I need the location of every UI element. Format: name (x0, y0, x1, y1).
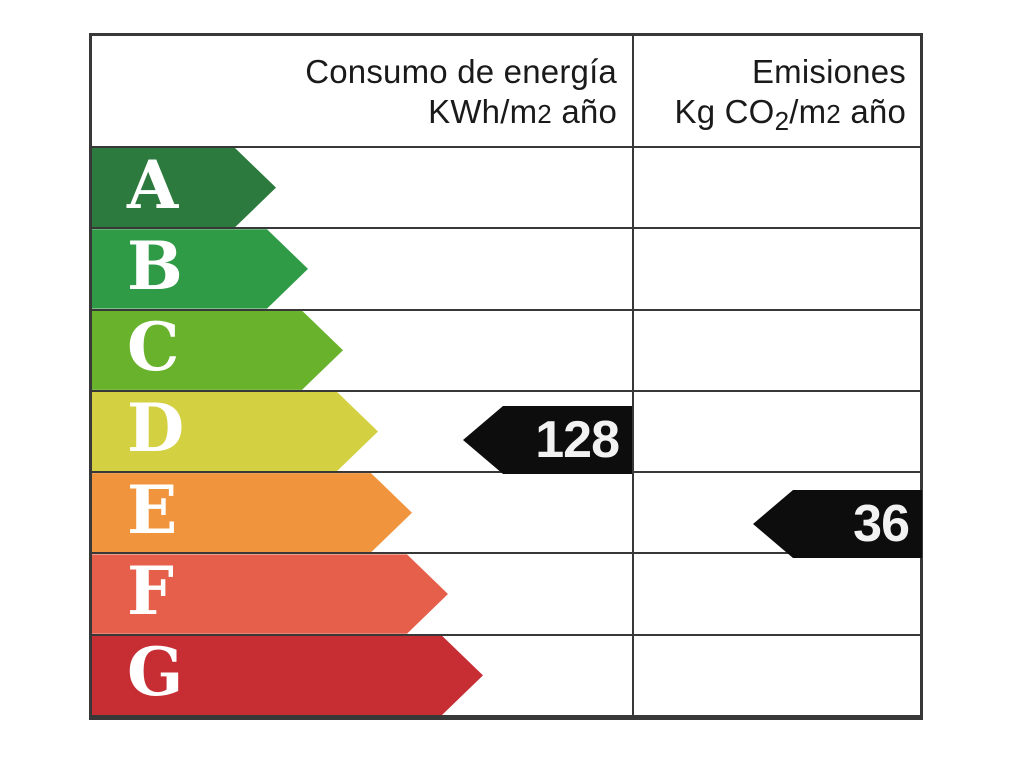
header-consumption-line2: KWh/m2 año (428, 93, 617, 130)
rating-arrow-d: D (92, 392, 378, 471)
emissions-value: 36 (853, 495, 910, 553)
header-consumption: Consumo de energía KWh/m2 año (92, 36, 632, 146)
rating-arrow-f: F (92, 554, 448, 633)
header-consumption-line1: Consumo de energía (305, 53, 617, 90)
rating-letter-d: D (127, 389, 185, 468)
energy-label-table: Consumo de energía KWh/m2 año Emisiones … (89, 33, 923, 720)
header-emissions: Emisiones Kg CO2/m2 año (632, 36, 920, 146)
rating-letter-c: C (127, 308, 180, 387)
rating-letter-a: A (127, 145, 179, 224)
rating-row-f: F (92, 554, 920, 636)
rating-arrow-c: C (92, 311, 343, 390)
consumption-value-arrow: 128 (463, 406, 632, 474)
rating-letter-g: G (127, 633, 184, 712)
rating-letter-b: B (127, 226, 183, 305)
consumption-value: 128 (535, 411, 620, 469)
rating-row-g: G (92, 635, 920, 717)
rating-arrow-a: A (92, 148, 276, 227)
rating-row-b: B (92, 229, 920, 311)
rating-arrow-g: G (92, 636, 483, 715)
rating-letter-f: F (127, 552, 174, 631)
header-emissions-line2: Kg CO2/m2 año (674, 93, 906, 136)
rating-row-c: C (92, 310, 920, 392)
header-emissions-line1: Emisiones (751, 53, 906, 90)
rating-arrow-e: E (92, 473, 412, 552)
table-header: Consumo de energía KWh/m2 año Emisiones … (92, 36, 920, 148)
rating-row-a: A (92, 148, 920, 230)
column-divider-line (632, 36, 634, 717)
emissions-value-arrow: 36 (753, 490, 922, 558)
rating-arrow-b: B (92, 229, 308, 308)
rating-letter-e: E (127, 470, 178, 549)
